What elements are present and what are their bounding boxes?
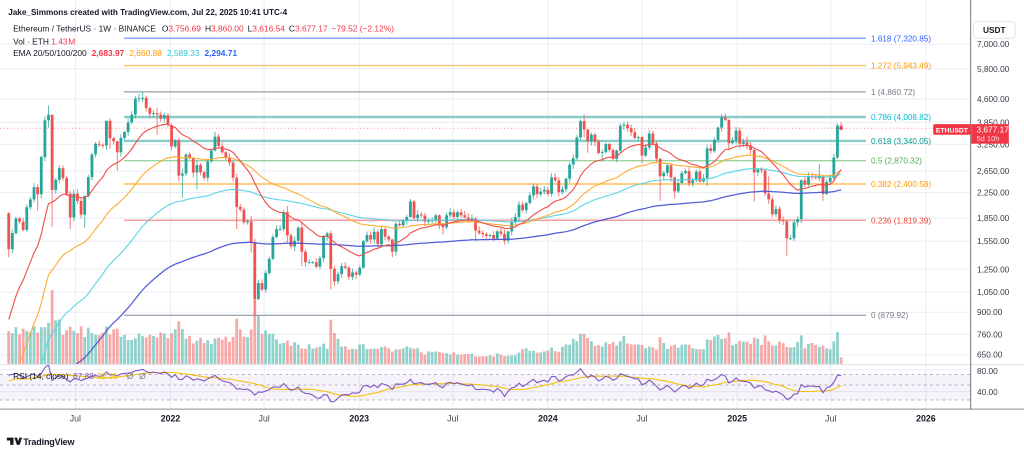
- svg-text:ETHUSDT: ETHUSDT: [936, 127, 969, 134]
- svg-text:2022: 2022: [161, 413, 181, 423]
- svg-text:650.00: 650.00: [977, 350, 1003, 360]
- svg-text:3,677.17: 3,677.17: [977, 124, 1010, 134]
- svg-text:0.618 (3,340.05): 0.618 (3,340.05): [871, 137, 931, 146]
- svg-text:40.00: 40.00: [977, 387, 998, 397]
- svg-text:Jul: Jul: [636, 413, 647, 423]
- svg-text:2025: 2025: [727, 413, 747, 423]
- svg-text:2023: 2023: [349, 413, 369, 423]
- svg-text:0.786 (4,008.82): 0.786 (4,008.82): [871, 113, 931, 122]
- svg-text:2026: 2026: [916, 413, 936, 423]
- svg-text:Jul: Jul: [447, 413, 458, 423]
- svg-text:760.00: 760.00: [977, 329, 1003, 339]
- svg-text:1,850.00: 1,850.00: [977, 213, 1010, 223]
- svg-text:80.00: 80.00: [977, 366, 998, 376]
- svg-text:3,850.00: 3,850.00: [977, 117, 1010, 127]
- svg-text:Jul: Jul: [258, 413, 269, 423]
- svg-text:1,250.00: 1,250.00: [977, 264, 1010, 274]
- svg-text:5d 10h: 5d 10h: [977, 134, 1000, 143]
- svg-text:USDT: USDT: [983, 25, 1006, 35]
- svg-text:3,250.00: 3,250.00: [977, 139, 1010, 149]
- svg-text:0.236 (1,819.39): 0.236 (1,819.39): [871, 216, 931, 225]
- svg-text:5,800.00: 5,800.00: [977, 64, 1010, 74]
- svg-text:2024: 2024: [538, 413, 558, 423]
- svg-text:7,000.00: 7,000.00: [977, 39, 1010, 49]
- svg-text:Vol · ETH 1.43 M: Vol · ETH 1.43 M: [13, 37, 75, 47]
- svg-text:1.272 (5,943.49): 1.272 (5,943.49): [871, 62, 931, 71]
- svg-text:1,050.00: 1,050.00: [977, 287, 1010, 297]
- svg-text:4,600.00: 4,600.00: [977, 94, 1010, 104]
- svg-text:Jake_Simmons created with Trad: Jake_Simmons created with TradingView.co…: [8, 8, 287, 17]
- svg-text:1.618 (7,320.85): 1.618 (7,320.85): [871, 34, 931, 43]
- svg-text:1,550.00: 1,550.00: [977, 236, 1010, 246]
- svg-text:Jul: Jul: [825, 413, 836, 423]
- svg-text:Jul: Jul: [70, 413, 81, 423]
- svg-text:2,250.00: 2,250.00: [977, 188, 1010, 198]
- svg-text:TradingView: TradingView: [23, 437, 75, 447]
- svg-text:1 (4,860.72): 1 (4,860.72): [871, 88, 915, 97]
- svg-text:0.382 (2,400.58): 0.382 (2,400.58): [871, 180, 931, 189]
- svg-text:0.5 (2,870.32): 0.5 (2,870.32): [871, 157, 922, 166]
- svg-text:2,650.00: 2,650.00: [977, 166, 1010, 176]
- svg-text:900.00: 900.00: [977, 307, 1003, 317]
- svg-text:0 (879.92): 0 (879.92): [871, 311, 909, 320]
